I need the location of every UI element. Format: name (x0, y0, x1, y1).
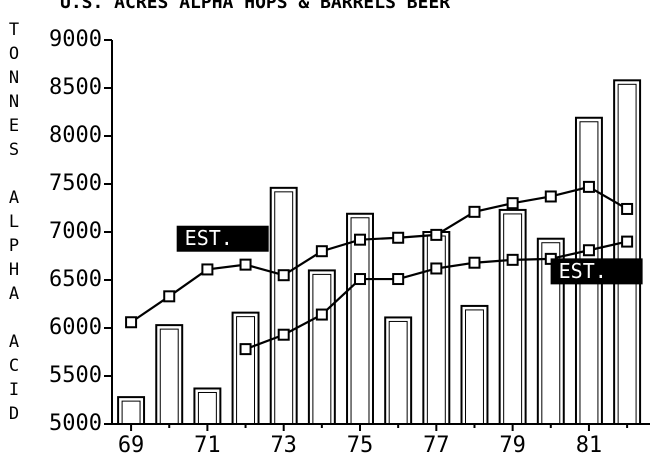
y-tick-label: 5000 (49, 411, 102, 436)
y-tick-label: 6500 (49, 267, 102, 292)
x-tick-label: 71 (194, 433, 221, 458)
series-marker (468, 205, 481, 218)
est-label-box (550, 258, 643, 285)
y-axis-label-char: A (9, 284, 19, 304)
y-axis-label-char: E (9, 116, 19, 136)
series-marker (239, 258, 252, 271)
y-axis-label-char: P (9, 236, 19, 256)
series-marker (277, 269, 290, 282)
y-tick-label: 8500 (49, 75, 102, 100)
x-tick-label: 73 (270, 433, 297, 458)
series-marker (582, 244, 595, 257)
y-tick-label: 9000 (49, 27, 102, 52)
series-marker (506, 197, 519, 210)
series-marker (582, 180, 595, 193)
series-marker (544, 190, 557, 203)
series-marker (239, 343, 252, 356)
y-axis-label-char: T (9, 20, 19, 40)
series-marker (430, 262, 443, 275)
series-marker (621, 235, 634, 248)
est-label: EST. (185, 226, 233, 250)
bars (117, 79, 642, 426)
series-line (130, 185, 628, 324)
y-axis-label-char: I (9, 380, 19, 400)
y-tick-label: 8000 (49, 123, 102, 148)
y-axis-label-char: C (9, 356, 19, 376)
y-axis-label-char: N (9, 68, 19, 88)
series-marker (354, 273, 367, 286)
y-axis-label-char: D (9, 404, 19, 424)
chart-title: U.S. ACRES ALPHA HOPS & BARRELS BEER (60, 0, 450, 13)
series-marker (392, 231, 405, 244)
series-marker (354, 233, 367, 246)
series-marker (201, 263, 214, 276)
series-marker (315, 245, 328, 258)
series-marker (163, 290, 176, 303)
y-tick-labels: 9000 8500 8000 7500 7000 6500 6000 5500 5000 (49, 27, 112, 436)
y-axis-label-char: A (9, 332, 19, 352)
y-axis-label-char: L (9, 212, 19, 232)
y-axis-label-char: N (9, 92, 19, 112)
est-label-box (176, 225, 269, 252)
x-tick-label: 77 (423, 433, 450, 458)
annotations: EST. EST. (176, 225, 643, 285)
x-tick-labels: 69 71 73 75 77 79 81 (118, 424, 629, 458)
y-axis-label-char: A (9, 188, 19, 208)
series-marker (468, 256, 481, 269)
y-axis-label-char: H (9, 260, 19, 280)
x-tick-label: 81 (576, 433, 603, 458)
y-axis-label-char: O (9, 44, 19, 64)
axes (111, 40, 650, 425)
est-label: EST. (559, 259, 607, 283)
series-marker (621, 202, 634, 215)
y-axis-label-char: S (9, 140, 19, 160)
series-marker (277, 328, 290, 341)
series-marker (506, 253, 519, 266)
x-tick-label: 79 (499, 433, 526, 458)
y-tick-label: 5500 (49, 363, 102, 388)
series-marker (125, 316, 138, 329)
y-tick-label: 7500 (49, 171, 102, 196)
series-marker (392, 273, 405, 286)
y-tick-label: 7000 (49, 219, 102, 244)
series-marker (315, 308, 328, 321)
series-marker (430, 228, 443, 241)
series-markers (125, 180, 634, 356)
x-tick-label: 75 (347, 433, 374, 458)
x-tick-label: 69 (118, 433, 145, 458)
y-tick-label: 6000 (49, 315, 102, 340)
